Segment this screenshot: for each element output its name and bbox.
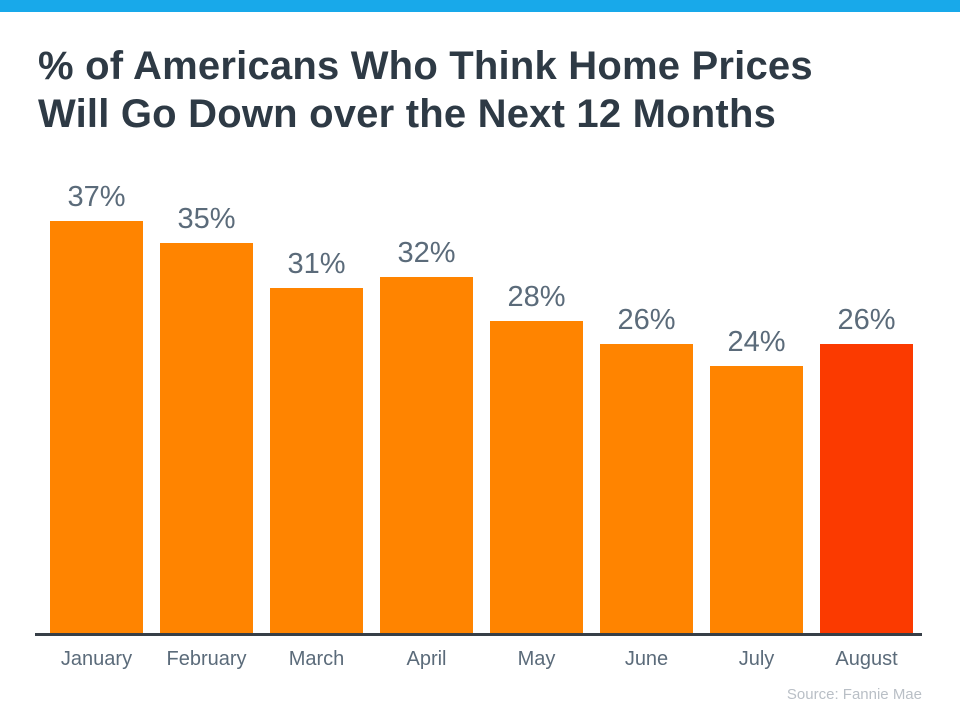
bar-value-label-march: 31% — [287, 248, 346, 280]
axis-label-june: June — [624, 648, 669, 670]
bar-group-july: 24% — [710, 326, 803, 633]
bars-row: 37% 35% 31% 32% 28% 26% 24% 26% — [50, 173, 913, 633]
bar-value-label-may: 28% — [507, 281, 566, 313]
bar-group-august: 26% — [820, 304, 913, 633]
bar-value-label-august: 26% — [837, 304, 896, 336]
axis-label-may: May — [517, 648, 556, 670]
bar-value-label-january: 37% — [67, 181, 126, 213]
axis-label-march: March — [288, 648, 345, 670]
bar-january — [50, 221, 143, 633]
bar-value-label-february: 35% — [177, 203, 236, 235]
month-labels-row: January February March April May June July Augu… — [50, 648, 913, 671]
bar-value-label-july: 24% — [727, 326, 786, 358]
axis-label-august: August — [835, 648, 898, 670]
chart-title-line-1: % of Americans Who Think Home Prices — [38, 44, 813, 88]
bar-august — [820, 344, 913, 633]
bar-february — [160, 243, 253, 633]
source-note: Source: Fannie Mae — [786, 686, 922, 703]
bar-group-february: 35% — [160, 203, 253, 633]
bar-value-label-june: 26% — [617, 304, 676, 336]
bar-group-april: 32% — [380, 237, 473, 633]
bar-group-may: 28% — [490, 281, 583, 633]
chart-title-line-2: Will Go Down over the Next 12 Months — [38, 92, 777, 136]
bar-group-march: 31% — [270, 248, 363, 633]
bar-group-june: 26% — [600, 304, 693, 633]
bar-july — [710, 366, 803, 633]
bar-may — [490, 321, 583, 633]
bar-group-january: 37% — [50, 181, 143, 633]
top-accent-bar — [0, 0, 960, 12]
axis-label-july: July — [738, 648, 775, 670]
axis-label-february: February — [166, 648, 247, 670]
axis-label-april: April — [406, 648, 447, 670]
axis-label-january: January — [60, 648, 133, 670]
bar-april — [380, 277, 473, 633]
chart-title: % of Americans Who Think Home Prices Wil… — [38, 42, 928, 138]
x-axis-line — [35, 633, 922, 636]
bar-value-label-april: 32% — [397, 237, 456, 269]
bar-june — [600, 344, 693, 633]
bar-march — [270, 288, 363, 633]
